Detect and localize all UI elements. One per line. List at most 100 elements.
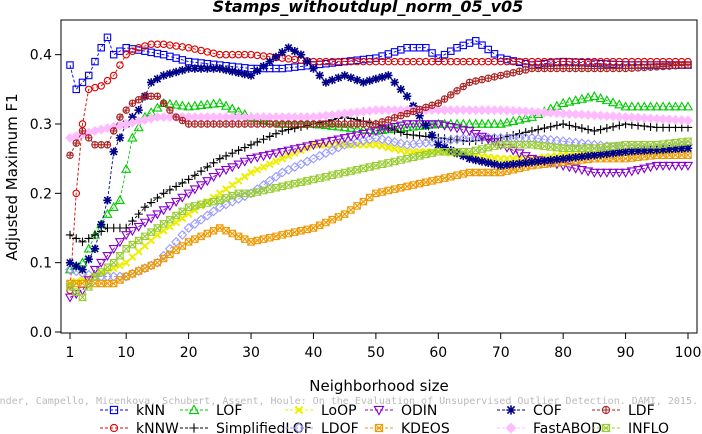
- data-point: [640, 152, 649, 161]
- data-point: [303, 57, 312, 66]
- data-point: [608, 142, 618, 150]
- data-point: [484, 158, 493, 168]
- data-point: [197, 120, 205, 128]
- data-point: [558, 144, 568, 153]
- legend-item-LDOF: LDOF: [285, 421, 359, 434]
- data-point: [359, 78, 368, 87]
- data-point: [159, 254, 168, 263]
- legend-item-ODIN: ODIN: [365, 403, 437, 419]
- data-point: [621, 154, 630, 163]
- data-point: [209, 158, 218, 168]
- data-point: [471, 155, 480, 165]
- data-point: [373, 405, 385, 416]
- data-point: [510, 69, 517, 76]
- data-point: [320, 138, 332, 148]
- data-point: [177, 207, 187, 216]
- data-point: [152, 210, 163, 220]
- data-point: [639, 113, 650, 124]
- data-point: [434, 99, 443, 107]
- data-point: [334, 73, 343, 82]
- data-point: [496, 154, 505, 163]
- data-point: [272, 120, 280, 128]
- data-point: [184, 210, 193, 219]
- data-point: [595, 110, 606, 121]
- x-tick-label: 70: [492, 345, 510, 361]
- data-point: [89, 265, 101, 275]
- x-tick-label: 80: [554, 345, 572, 361]
- data-point: [497, 72, 504, 79]
- series-INFLO: [65, 137, 693, 302]
- data-point: [389, 137, 400, 148]
- x-tick-label: 100: [675, 345, 702, 361]
- data-point: [91, 83, 99, 92]
- data-point: [247, 238, 255, 246]
- data-point: [365, 193, 374, 202]
- data-point: [65, 264, 75, 275]
- data-point: [247, 168, 255, 177]
- data-point: [396, 146, 405, 155]
- data-point: [521, 128, 530, 137]
- data-point: [440, 174, 449, 182]
- data-point: [601, 168, 612, 178]
- data-point: [353, 120, 361, 128]
- data-point: [515, 159, 524, 168]
- series-layer: [64, 33, 694, 303]
- data-point: [483, 118, 494, 128]
- data-point: [583, 151, 593, 161]
- data-point: [451, 124, 463, 134]
- data-point: [583, 110, 594, 120]
- data-point: [441, 95, 448, 103]
- data-point: [459, 151, 468, 161]
- data-point: [347, 120, 355, 128]
- data-point: [496, 168, 505, 177]
- data-point: [570, 164, 581, 174]
- axes-layer: 1 10 20 30 40 50 60 70 80 90 100 0.0 0.1 0.2 0.3 0.4: [30, 48, 702, 361]
- data-point: [615, 148, 624, 157]
- data-point: [345, 132, 357, 142]
- data-point: [670, 101, 681, 111]
- data-point: [153, 193, 162, 203]
- legend-item-kNNW: kNNW: [100, 421, 179, 434]
- data-point: [478, 76, 486, 83]
- data-point: [576, 166, 588, 176]
- data-point: [570, 95, 581, 105]
- data-point: [159, 189, 168, 198]
- data-point: [245, 154, 257, 164]
- data-point: [140, 203, 150, 212]
- data-point: [396, 85, 406, 94]
- data-point: [614, 99, 625, 109]
- data-point: [246, 71, 256, 80]
- data-point: [84, 134, 93, 142]
- data-point: [582, 92, 594, 102]
- data-point: [397, 184, 405, 192]
- data-point: [503, 167, 511, 175]
- data-point: [445, 123, 456, 133]
- data-point: [460, 83, 467, 90]
- data-point: [657, 161, 669, 171]
- data-point: [470, 118, 481, 128]
- data-point: [465, 154, 474, 163]
- data-point: [66, 151, 74, 159]
- data-point: [671, 144, 680, 154]
- data-point: [190, 64, 200, 73]
- data-point: [677, 144, 686, 153]
- data-point: [378, 142, 387, 151]
- data-point: [109, 259, 118, 266]
- data-point: [571, 153, 580, 162]
- data-point: [384, 186, 393, 195]
- data-point: [385, 116, 392, 124]
- data-point: [278, 154, 287, 163]
- data-point: [359, 197, 368, 206]
- data-point: [191, 235, 199, 243]
- data-point: [258, 152, 269, 162]
- data-point: [503, 70, 511, 78]
- data-point: [526, 106, 537, 117]
- x-tick-label: 30: [242, 345, 260, 361]
- data-point: [632, 166, 644, 176]
- data-point: [196, 166, 206, 176]
- data-point: [122, 106, 130, 114]
- data-point: [422, 178, 430, 186]
- data-point: [628, 154, 636, 162]
- data-point: [254, 120, 261, 128]
- data-point: [278, 126, 287, 136]
